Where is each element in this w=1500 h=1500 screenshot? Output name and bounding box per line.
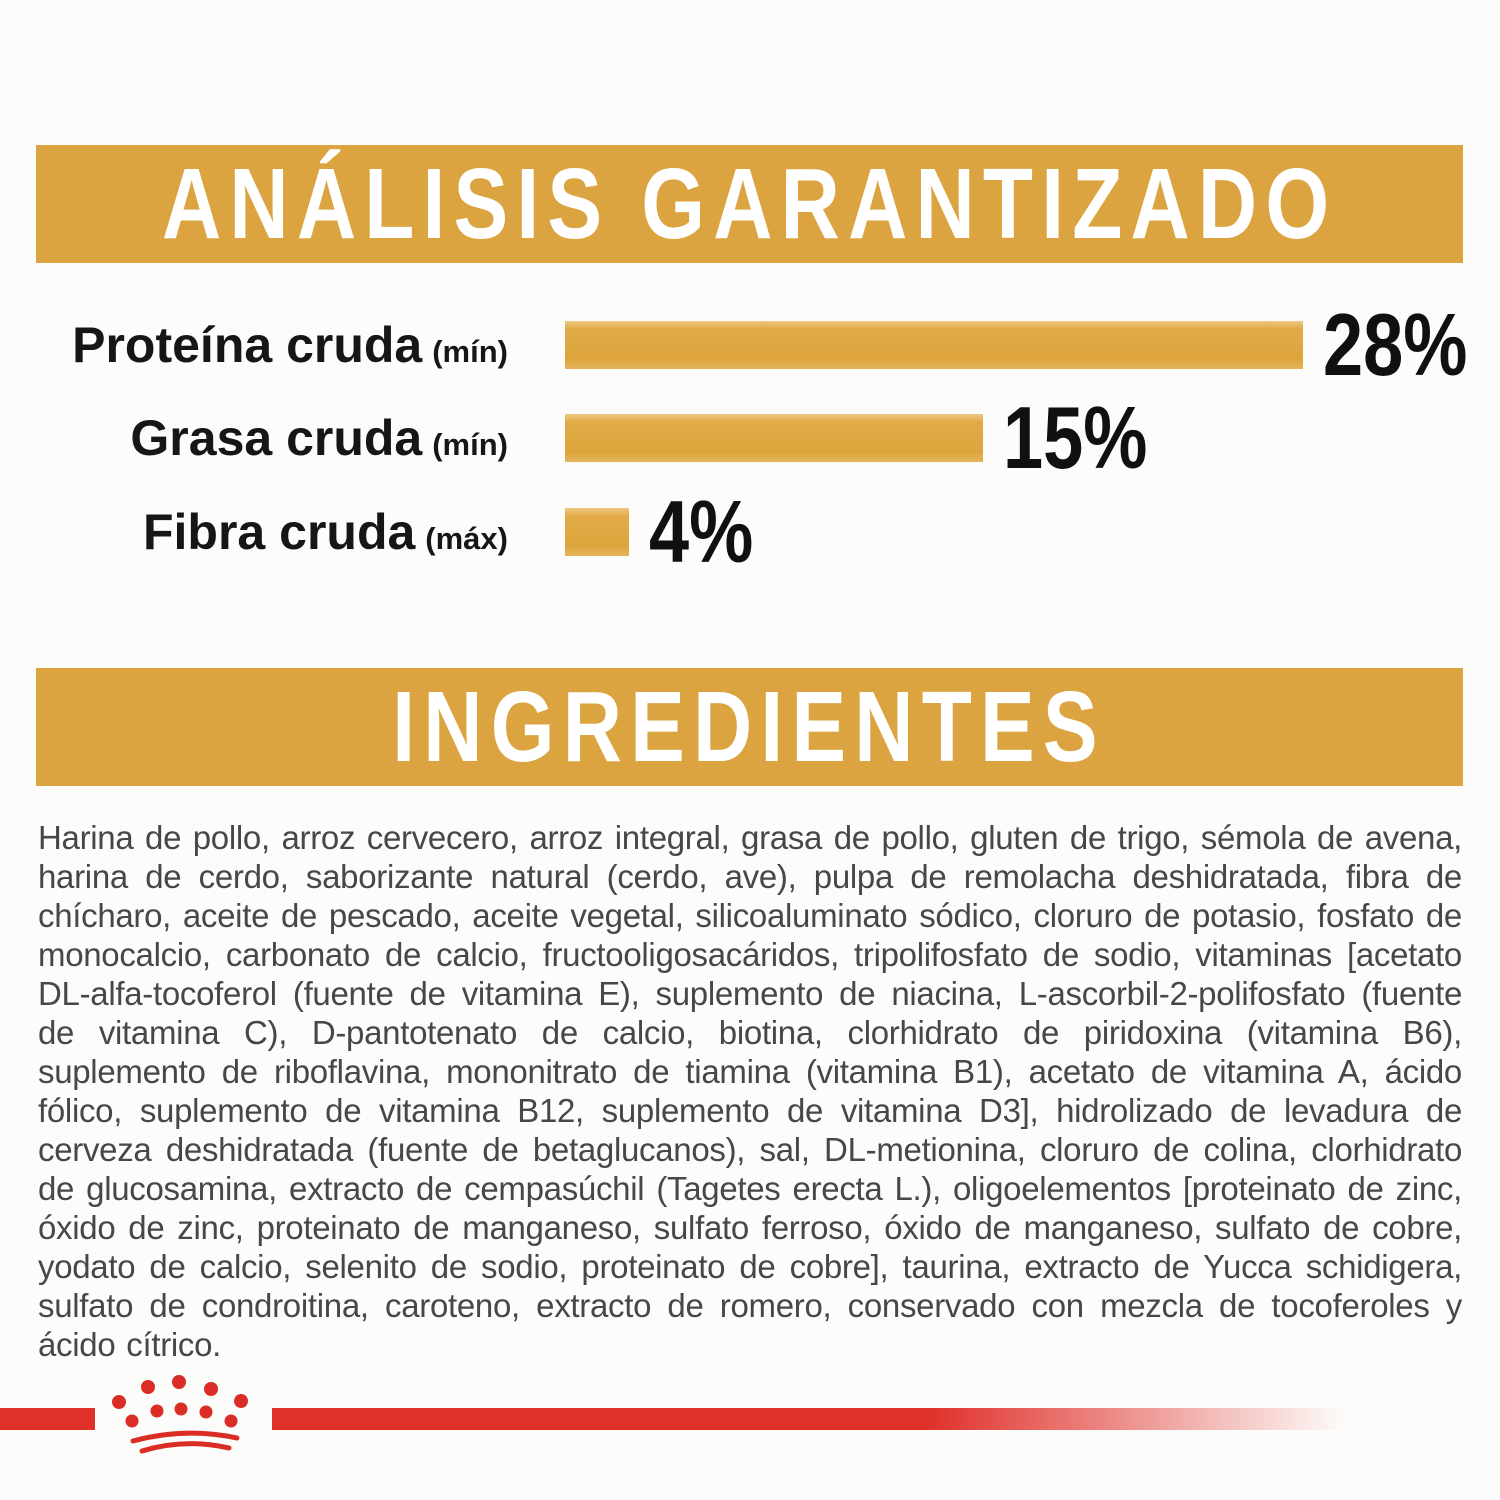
nutrient-qualifier: (mín)	[432, 333, 508, 369]
bar-protein	[565, 320, 1303, 369]
ingredients-banner: INGREDIENTES	[36, 668, 1463, 786]
analysis-row-protein: Proteína cruda (mín) 28%	[60, 300, 1499, 388]
royal-canin-crown-icon	[112, 1375, 248, 1454]
brand-rule-right	[272, 1408, 1402, 1430]
analysis-banner: ANÁLISIS GARANTIZADO	[36, 145, 1463, 263]
bar-value-fat: 15%	[1003, 387, 1148, 487]
nutrient-qualifier: (mín)	[432, 426, 508, 462]
analysis-title: ANÁLISIS GARANTIZADO	[161, 148, 1338, 260]
bar-value-fiber: 4%	[649, 481, 754, 581]
ingredients-title: INGREDIENTES	[392, 671, 1107, 783]
analysis-row-label: Proteína cruda (mín)	[60, 320, 508, 370]
bar-value-protein: 28%	[1323, 294, 1468, 394]
ingredients-list: Harina de pollo, arroz cervecero, arroz …	[38, 819, 1462, 1363]
analysis-row-label: Grasa cruda (mín)	[60, 413, 508, 463]
nutrient-name: Fibra cruda	[143, 503, 416, 560]
nutrient-qualifier: (máx)	[425, 520, 508, 556]
bar-fiber	[565, 507, 629, 556]
brand-rule-left	[0, 1408, 95, 1430]
analysis-row-fiber: Fibra cruda (máx) 4%	[60, 487, 776, 575]
analysis-row-fat: Grasa cruda (mín) 15%	[60, 393, 1179, 481]
nutrient-name: Proteína cruda	[72, 316, 423, 373]
bar-fat	[565, 413, 983, 462]
analysis-row-label: Fibra cruda (máx)	[60, 507, 508, 557]
nutrient-name: Grasa cruda	[130, 409, 423, 466]
